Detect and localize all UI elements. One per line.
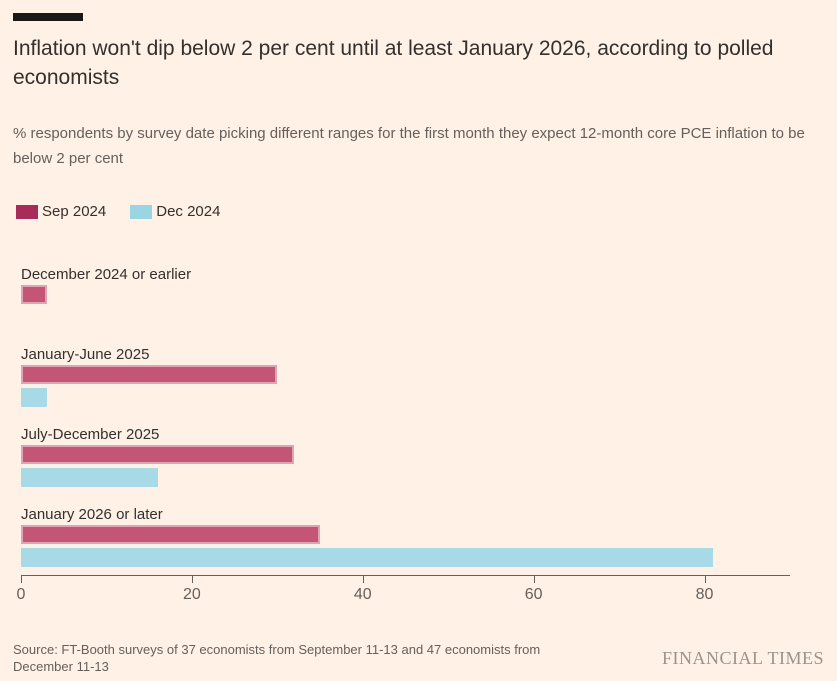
bar-sep-2024 <box>21 365 278 384</box>
bar-group: July-December 2025 <box>21 426 790 487</box>
legend-label: Dec 2024 <box>156 203 221 220</box>
bar-group-label: December 2024 or earlier <box>21 266 192 283</box>
x-axis-tick-label: 0 <box>16 586 26 603</box>
legend: Sep 2024 Dec 2024 <box>16 203 837 220</box>
legend-item-sep-2024: Sep 2024 <box>16 203 106 220</box>
x-axis-tick-label: 40 <box>353 586 372 603</box>
x-axis-tick <box>191 576 193 583</box>
legend-swatch-sep-2024 <box>16 204 38 219</box>
bar-sep-2024 <box>21 285 47 304</box>
legend-item-dec-2024: Dec 2024 <box>130 203 220 220</box>
bar-group-label: January-June 2025 <box>21 346 150 363</box>
bar-group: December 2024 or earlier <box>21 266 790 327</box>
x-axis-tick <box>533 576 535 583</box>
footer: Source: FT-Booth surveys of 37 economist… <box>13 641 824 675</box>
x-axis-tick <box>21 576 22 583</box>
x-axis-tick-label: 80 <box>695 586 714 603</box>
bar-sep-2024 <box>21 525 321 544</box>
x-axis-tick-label: 60 <box>524 586 543 603</box>
x-axis-tick-label: 20 <box>182 586 201 603</box>
x-axis-tick <box>362 576 364 583</box>
legend-label: Sep 2024 <box>42 203 107 220</box>
bar-group: January-June 2025 <box>21 346 790 407</box>
bar-dec-2024 <box>21 388 47 407</box>
accent-bar <box>13 13 83 21</box>
bar-group-label: January 2026 or later <box>21 506 163 523</box>
chart-subtitle: % respondents by survey date picking dif… <box>13 125 805 167</box>
bar-group: January 2026 or later <box>21 506 790 567</box>
x-axis-line <box>21 575 790 576</box>
source-note: Source: FT-Booth surveys of 37 economist… <box>13 642 541 674</box>
bar-dec-2024 <box>21 468 158 487</box>
legend-swatch-dec-2024 <box>130 204 153 219</box>
x-axis: 0 20 40 60 80 <box>17 575 790 607</box>
chart-title: Inflation won't dip below 2 per cent unt… <box>13 37 774 89</box>
chart-groups: December 2024 or earlier January-June 202… <box>21 266 790 567</box>
chart-plot-area: December 2024 or earlier January-June 202… <box>21 266 790 567</box>
bar-group-label: July-December 2025 <box>21 426 160 443</box>
financial-times-logo: FINANCIAL TIMES <box>661 647 824 668</box>
bar-dec-2024 <box>21 548 714 567</box>
x-axis-tick <box>704 576 706 583</box>
bar-sep-2024 <box>21 445 295 464</box>
